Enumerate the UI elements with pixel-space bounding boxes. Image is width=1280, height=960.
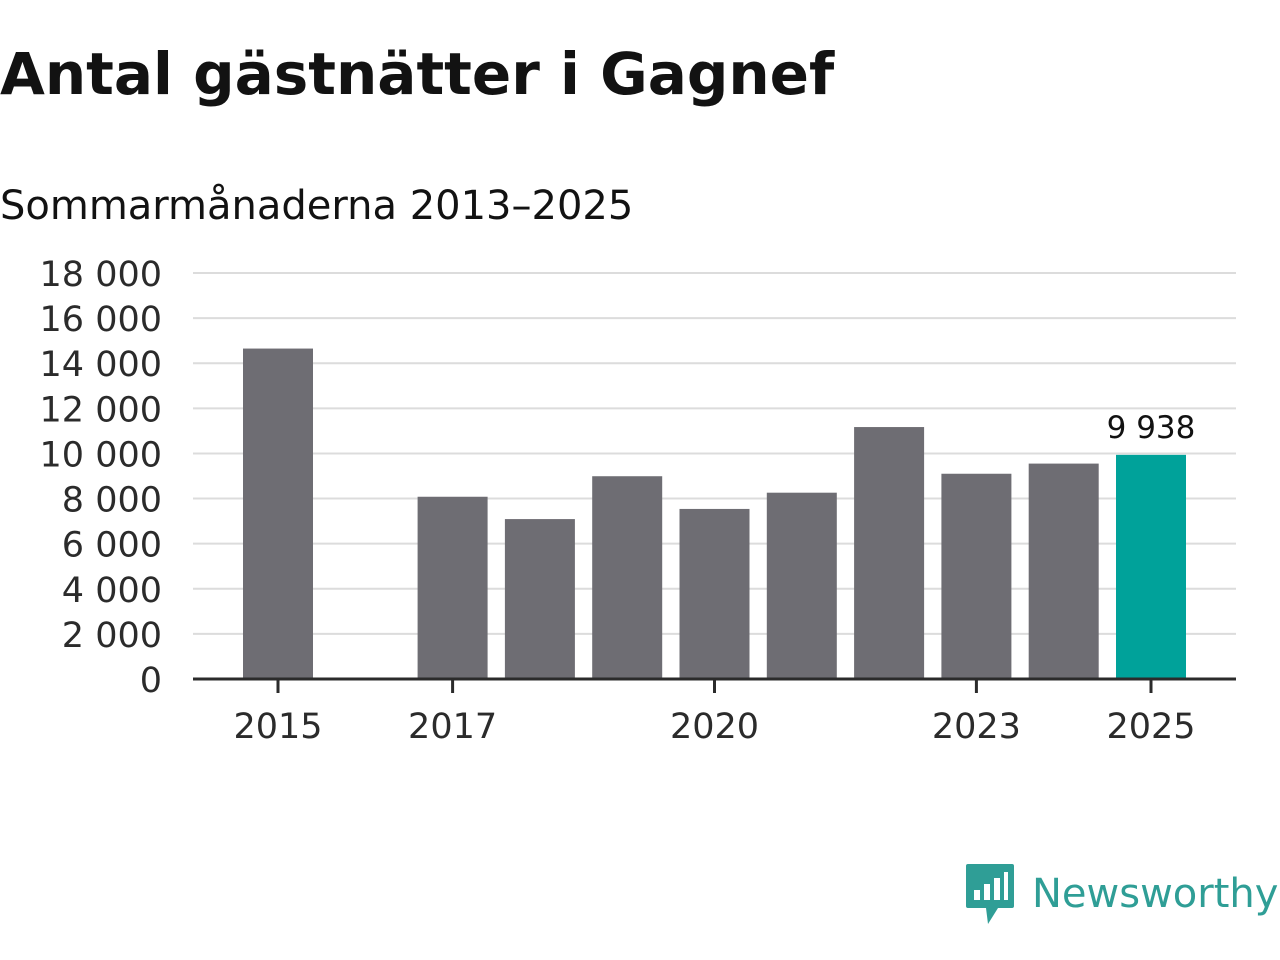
y-tick-label: 16 000 (40, 300, 162, 340)
x-tick-label: 2020 (670, 707, 759, 747)
y-tick-label: 14 000 (40, 345, 162, 385)
newsworthy-chart-icon (966, 864, 1014, 924)
bar-2022 (854, 427, 925, 679)
chart-title: Antal gästnätter i Gagnef (0, 40, 835, 108)
bar-2025 (1116, 454, 1186, 679)
y-tick-label: 0 (140, 661, 162, 701)
bar-2020 (679, 508, 750, 679)
y-tick-label: 8 000 (62, 481, 162, 521)
bar-2023 (941, 473, 1012, 679)
y-tick-label: 4 000 (62, 571, 162, 611)
x-tick-label: 2015 (233, 707, 322, 747)
x-tick-label: 2023 (932, 707, 1021, 747)
x-tick-label: 2017 (408, 707, 497, 747)
y-tick-label: 12 000 (40, 390, 162, 430)
bar-2024 (1028, 463, 1099, 679)
bar-2017 (417, 496, 488, 679)
chart-subtitle: Sommarmånaderna 2013–2025 (0, 183, 634, 229)
bar-2018 (504, 519, 575, 679)
bar-2021 (766, 492, 837, 679)
y-tick-label: 2 000 (62, 616, 162, 656)
data-label-2025: 9 938 (1107, 410, 1196, 446)
x-tick-label: 2025 (1106, 707, 1195, 747)
bar-2015 (243, 348, 313, 679)
y-tick-label: 18 000 (40, 255, 162, 295)
newsworthy-logo-text: Newsworthy (1032, 871, 1279, 917)
y-tick-label: 10 000 (40, 435, 162, 475)
y-tick-label: 6 000 (62, 526, 162, 566)
bar-2019 (592, 476, 663, 679)
newsworthy-logo: Newsworthy (964, 862, 1278, 926)
